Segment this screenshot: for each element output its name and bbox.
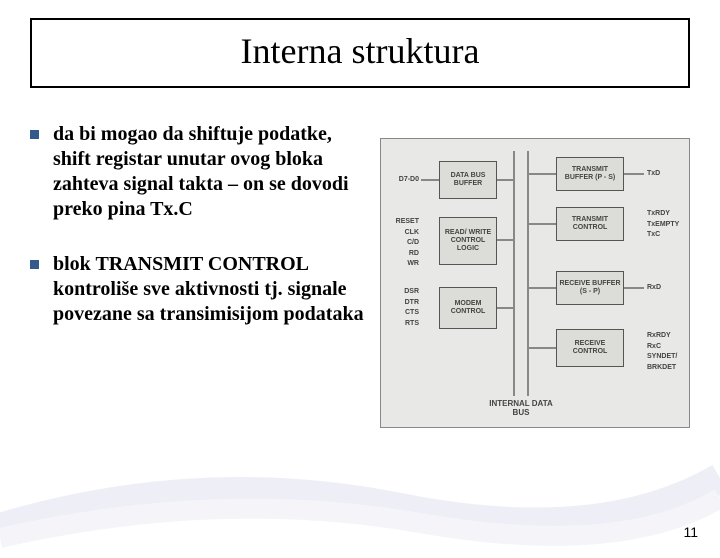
pin-rts: RTS [391, 319, 419, 330]
bullet-icon [30, 130, 39, 139]
title-box: Interna struktura [30, 18, 690, 88]
block-tx-control: TRANSMIT CONTROL [556, 207, 624, 241]
pin-reset: RESET [391, 217, 419, 228]
connector [624, 287, 644, 289]
pin-cts: CTS [391, 308, 419, 319]
connector [529, 223, 556, 225]
block-data-bus-buffer: DATA BUS BUFFER [439, 161, 497, 199]
pin-d7d0: D7-D0 [391, 175, 419, 186]
connector [497, 239, 513, 241]
bus-line [527, 151, 529, 396]
pin-clk: CLK [391, 228, 419, 239]
pins-rw-group: RESET CLK C/D RD WR [391, 217, 419, 270]
pin-rd: RD [391, 249, 419, 260]
bullet-text-2: blok TRANSMIT CONTROL kontroliše sve akt… [53, 252, 370, 327]
internal-bus-label: INTERNAL DATA BUS [481, 399, 561, 417]
pin-txd: TxD [647, 169, 660, 180]
list-item: da bi mogao da shiftuje podatke, shift r… [30, 122, 370, 222]
block-modem-control: MODEM CONTROL [439, 287, 497, 329]
connector [529, 173, 556, 175]
content-area: da bi mogao da shiftuje podatke, shift r… [0, 118, 720, 428]
page-number: 11 [683, 524, 698, 540]
list-item: blok TRANSMIT CONTROL kontroliše sve akt… [30, 252, 370, 327]
pin-rxc: RxC [647, 342, 689, 353]
pin-txrdy: TxRDY [647, 209, 679, 220]
page-title: Interna struktura [32, 30, 688, 72]
pin-rxd: RxD [647, 283, 661, 294]
pin-cd: C/D [391, 238, 419, 249]
pin-rxrdy: RxRDY [647, 331, 689, 342]
connector [529, 287, 556, 289]
bullet-icon [30, 260, 39, 269]
bus-line [513, 151, 515, 396]
block-diagram: DATA BUS BUFFER READ/ WRITE CONTROL LOGI… [380, 138, 690, 428]
decorative-swoosh [0, 438, 720, 558]
pins-rxctrl-group: RxRDY RxC SYNDET/ BRKDET [647, 331, 689, 373]
block-rw-control: READ/ WRITE CONTROL LOGIC [439, 217, 497, 265]
bullet-text-1: da bi mogao da shiftuje podatke, shift r… [53, 122, 370, 222]
pin-syndet: SYNDET/ BRKDET [647, 352, 689, 373]
connector [624, 173, 644, 175]
connector [421, 179, 439, 181]
pin-txc: TxC [647, 230, 679, 241]
bullet-list: da bi mogao da shiftuje podatke, shift r… [30, 118, 370, 428]
pins-txctrl-group: TxRDY TxEMPTY TxC [647, 209, 679, 241]
connector [529, 347, 556, 349]
pin-txempty: TxEMPTY [647, 220, 679, 231]
connector [497, 307, 513, 309]
pin-dtr: DTR [391, 298, 419, 309]
block-tx-buffer: TRANSMIT BUFFER (P - S) [556, 157, 624, 191]
connector [497, 179, 513, 181]
pin-wr: WR [391, 259, 419, 270]
block-rx-control: RECEIVE CONTROL [556, 329, 624, 367]
pin-dsr: DSR [391, 287, 419, 298]
block-rx-buffer: RECEIVE BUFFER (S - P) [556, 271, 624, 305]
pins-modem-group: DSR DTR CTS RTS [391, 287, 419, 329]
